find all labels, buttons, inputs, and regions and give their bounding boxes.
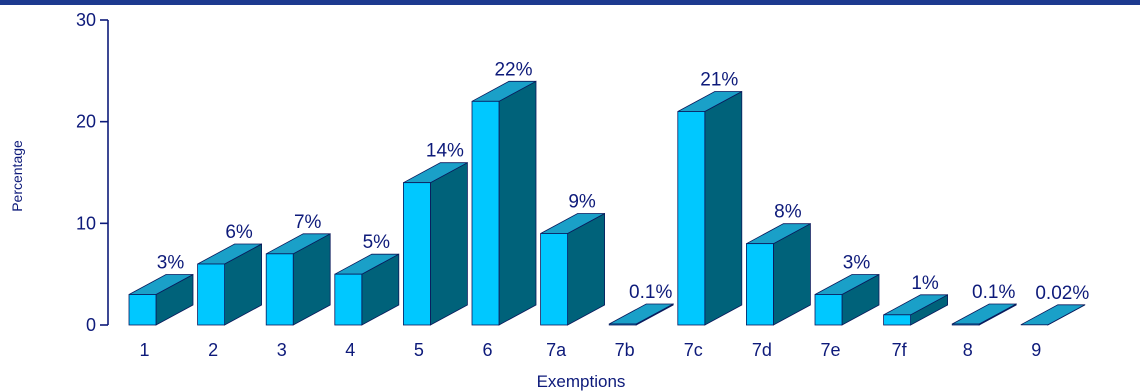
bar-front-face (540, 233, 568, 326)
bar (540, 212, 605, 326)
bar-front-face (402, 182, 431, 326)
bar (402, 161, 468, 326)
bar (951, 303, 1017, 326)
bar-data-label: 7% (294, 212, 322, 233)
bar (334, 253, 400, 326)
x-tick-label: 3 (277, 340, 287, 360)
bars (128, 80, 1086, 326)
bar (677, 90, 743, 326)
bar (128, 273, 194, 326)
x-tick-label: 2 (208, 340, 218, 360)
bar-data-label: 0.1% (972, 282, 1015, 303)
y-tick-label: 0 (86, 315, 96, 335)
bar-data-label: 8% (774, 202, 802, 223)
bar-data-label: 21% (700, 70, 738, 91)
bar-front-face (197, 263, 226, 326)
bar (265, 233, 331, 326)
y-tick-label: 20 (76, 112, 96, 132)
x-axis-tick-labels: 1 2 3 4 5 6 7a 7b 7c 7d 7e 7f 8 9 (139, 340, 1041, 360)
bar-front-face (471, 100, 500, 326)
bar-data-label: 0.1% (629, 282, 672, 303)
bar-front-face (334, 273, 363, 326)
bar-front-face (883, 314, 911, 326)
bar-front-face (814, 294, 843, 326)
x-tick-label: 7e (820, 340, 840, 360)
x-tick-label: 5 (414, 340, 424, 360)
top-rule (0, 0, 1140, 5)
data-labels: 3% 6% 7% 5% 14% 22% 9% 0.1% 21% 8% 3% 1% 0.1% 0.02% (157, 59, 1090, 303)
x-tick-label: 1 (139, 340, 149, 360)
bar-side-face (498, 80, 537, 326)
axes: 0 10 20 30 (76, 10, 109, 335)
bar-side-face (429, 161, 468, 326)
x-tick-label: 9 (1031, 340, 1041, 360)
bar-data-label: 14% (426, 141, 464, 162)
bar-front-face (608, 323, 637, 326)
bar (608, 303, 674, 326)
bar-front-face (951, 323, 980, 326)
x-tick-label: 6 (482, 340, 492, 360)
x-tick-label: 7f (892, 340, 908, 360)
y-tick-label: 10 (76, 213, 96, 233)
x-tick-label: 7a (546, 340, 567, 360)
bar (814, 273, 880, 326)
bar-data-label: 5% (363, 232, 391, 253)
bar-data-label: 3% (157, 253, 185, 274)
bar (883, 294, 948, 326)
x-axis-title: Exemptions (537, 372, 626, 391)
x-tick-label: 7b (615, 340, 635, 360)
bar-top-face (609, 303, 674, 325)
bar (746, 222, 811, 326)
bar (471, 80, 537, 326)
bar (197, 243, 263, 326)
x-tick-label: 7c (684, 340, 703, 360)
bar-data-label: 3% (843, 253, 871, 274)
bar-front-face (265, 253, 294, 326)
y-tick-label: 30 (76, 10, 96, 30)
bar-front-face (128, 294, 157, 326)
bar-front-face (746, 243, 774, 326)
x-tick-label: 8 (963, 340, 973, 360)
bar-data-label: 0.02% (1035, 283, 1089, 304)
bar-side-face (704, 90, 743, 326)
bar-front-face (677, 111, 706, 326)
bar-data-label: 6% (225, 222, 253, 243)
x-tick-label: 7d (752, 340, 772, 360)
bar-data-label: 9% (568, 192, 596, 213)
bar-data-label: 22% (494, 59, 532, 80)
bar-data-label: 1% (911, 273, 939, 294)
bar-top-face (1020, 304, 1085, 326)
y-axis-ticks: 0 10 20 30 (76, 10, 108, 335)
bar (1020, 304, 1086, 326)
x-tick-label: 4 (345, 340, 355, 360)
y-axis-title: Percentage (9, 140, 25, 212)
bar-top-face (952, 303, 1017, 325)
